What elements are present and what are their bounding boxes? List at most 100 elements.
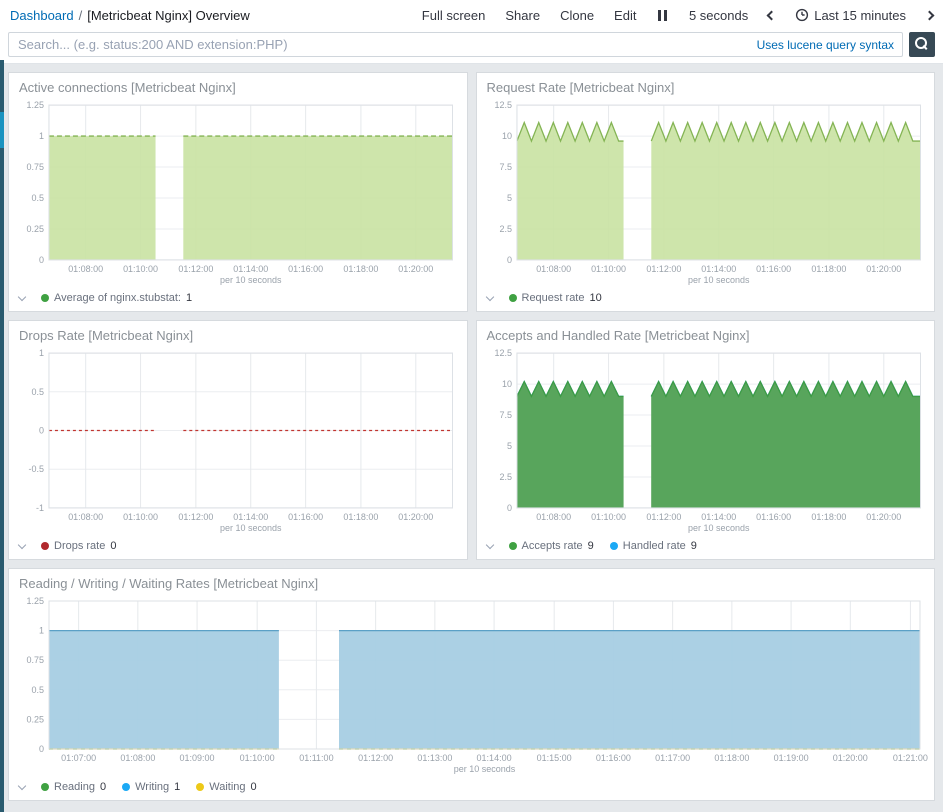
full-screen-button[interactable]: Full screen — [421, 7, 486, 23]
svg-text:01:10:00: 01:10:00 — [591, 512, 626, 522]
svg-text:01:20:00: 01:20:00 — [833, 753, 868, 763]
svg-text:12.5: 12.5 — [494, 100, 512, 110]
svg-text:2.5: 2.5 — [499, 472, 512, 482]
clone-button[interactable]: Clone — [560, 7, 595, 23]
svg-text:01:19:00: 01:19:00 — [774, 753, 809, 763]
svg-text:01:08:00: 01:08:00 — [68, 264, 103, 274]
breadcrumb-dashboard-link[interactable]: Dashboard — [10, 7, 74, 23]
legend-value: 0 — [110, 540, 117, 552]
svg-text:01:10:00: 01:10:00 — [123, 264, 158, 274]
svg-text:10: 10 — [501, 379, 511, 389]
legend-item[interactable]: Writing 1 — [122, 781, 180, 793]
search-input[interactable] — [8, 32, 903, 57]
svg-text:01:18:00: 01:18:00 — [811, 512, 846, 522]
panel-request-rate: Request Rate [Metricbeat Nginx] 0 2.5 5 7.5… — [475, 72, 935, 312]
svg-text:5: 5 — [506, 441, 511, 451]
svg-text:12.5: 12.5 — [494, 348, 512, 358]
svg-text:01:20:00: 01:20:00 — [398, 264, 433, 274]
legend-item[interactable]: Handled rate 9 — [609, 540, 697, 552]
drops-rate-chart[interactable]: -1 -0.5 0 0.5 1 01:08:00 01:10:00 01:12:00 01:14… — [9, 345, 467, 538]
legend-collapse-chevron-icon[interactable] — [17, 292, 27, 301]
svg-text:01:08:00: 01:08:00 — [120, 753, 155, 763]
legend-item[interactable]: Average of nginx.stubstat: 1 — [41, 292, 192, 304]
left-edge-accent — [0, 112, 4, 148]
legend-label: Average of nginx.stubstat: — [54, 292, 181, 304]
breadcrumb: Dashboard / [Metricbeat Nginx] Overview — [10, 8, 250, 23]
legend-value: 9 — [587, 540, 594, 552]
legend-value: 9 — [690, 540, 697, 552]
svg-text:0: 0 — [506, 503, 511, 513]
svg-text:01:20:00: 01:20:00 — [866, 264, 901, 274]
svg-text:7.5: 7.5 — [499, 410, 512, 420]
legend: Accepts rate 9 Handled rate 9 — [477, 538, 935, 559]
svg-text:01:12:00: 01:12:00 — [178, 512, 213, 522]
svg-text:01:15:00: 01:15:00 — [537, 753, 572, 763]
query-bar: Uses lucene query syntax — [0, 30, 943, 64]
svg-text:01:14:00: 01:14:00 — [477, 753, 512, 763]
svg-text:01:16:00: 01:16:00 — [596, 753, 631, 763]
time-range-picker[interactable]: Last 15 minutes — [795, 8, 906, 23]
reading-writing-waiting-chart[interactable]: 0 0.25 0.5 0.75 1 1.25 01:07:00 01:08:00 01:09:0… — [9, 593, 934, 779]
legend-value: 0 — [99, 781, 107, 793]
search-icon — [915, 37, 928, 50]
search-submit-button[interactable] — [909, 32, 935, 57]
legend-collapse-chevron-icon[interactable] — [485, 540, 494, 549]
svg-text:1: 1 — [39, 131, 44, 141]
active-connections-chart[interactable]: 0 0.25 0.5 0.75 1 1.25 01:08:00 01:10:00 01:12:0… — [9, 97, 467, 290]
svg-text:5: 5 — [506, 193, 511, 203]
legend-dot — [41, 783, 49, 791]
svg-text:01:17:00: 01:17:00 — [655, 753, 690, 763]
svg-text:per 10 seconds: per 10 seconds — [220, 523, 282, 533]
legend-dot — [609, 542, 618, 550]
svg-text:01:16:00: 01:16:00 — [288, 264, 323, 274]
request-rate-chart[interactable]: 0 2.5 5 7.5 10 12.5 01:08:00 01:10:00 01:12:00 01… — [477, 97, 935, 290]
legend-label: Reading — [54, 781, 95, 793]
lucene-syntax-link[interactable]: Uses lucene query syntax — [750, 37, 894, 52]
legend-collapse-chevron-icon[interactable] — [17, 540, 27, 549]
legend-item[interactable]: Request rate 10 — [508, 292, 602, 304]
legend-dot — [508, 294, 517, 302]
legend: Drops rate 0 — [9, 538, 467, 559]
svg-text:01:08:00: 01:08:00 — [536, 264, 571, 274]
svg-text:01:16:00: 01:16:00 — [288, 512, 323, 522]
panel-reading-writing-waiting: Reading / Writing / Waiting Rates [Metri… — [8, 568, 935, 801]
time-range-label: Last 15 minutes — [814, 7, 906, 23]
svg-text:0.75: 0.75 — [26, 162, 44, 172]
legend-collapse-chevron-icon[interactable] — [17, 781, 27, 790]
legend: Reading 0 Writing 1 Waiting 0 — [9, 779, 934, 800]
svg-text:per 10 seconds: per 10 seconds — [220, 275, 282, 285]
top-navigation-bar: Dashboard / [Metricbeat Nginx] Overview … — [0, 0, 943, 30]
svg-text:7.5: 7.5 — [499, 162, 512, 172]
svg-text:01:11:00: 01:11:00 — [299, 753, 333, 763]
legend-dot — [122, 783, 131, 791]
legend-item[interactable]: Drops rate 0 — [41, 540, 116, 552]
share-button[interactable]: Share — [505, 7, 541, 23]
pause-refresh-icon[interactable] — [656, 8, 669, 23]
svg-text:10: 10 — [501, 131, 511, 141]
panel-accepts-handled-rate: Accepts and Handled Rate [Metricbeat Ngi… — [475, 320, 935, 560]
legend-item[interactable]: Accepts rate 9 — [508, 540, 594, 552]
legend-collapse-chevron-icon[interactable] — [485, 292, 494, 301]
svg-text:01:10:00: 01:10:00 — [591, 264, 626, 274]
svg-text:per 10 seconds: per 10 seconds — [454, 764, 516, 774]
legend-item[interactable]: Reading 0 — [41, 781, 106, 793]
time-back-chevron-icon[interactable] — [766, 10, 777, 20]
svg-text:01:14:00: 01:14:00 — [233, 264, 268, 274]
svg-text:01:13:00: 01:13:00 — [417, 753, 452, 763]
legend-item[interactable]: Waiting 0 — [196, 781, 257, 793]
svg-text:01:14:00: 01:14:00 — [233, 512, 268, 522]
svg-text:per 10 seconds: per 10 seconds — [688, 275, 750, 285]
accepts-handled-chart[interactable]: 0 2.5 5 7.5 10 12.5 01:08:00 01:10:00 01:12:00 01… — [477, 345, 935, 538]
legend-dot — [41, 294, 49, 302]
svg-text:1.25: 1.25 — [26, 596, 44, 606]
svg-text:1: 1 — [39, 626, 44, 636]
time-forward-chevron-icon[interactable] — [924, 10, 935, 20]
svg-text:-1: -1 — [36, 503, 44, 513]
svg-text:0.25: 0.25 — [26, 714, 44, 724]
edit-button[interactable]: Edit — [614, 7, 637, 23]
left-edge-strip — [0, 60, 4, 812]
refresh-interval-button[interactable]: 5 seconds — [688, 7, 749, 23]
svg-text:0: 0 — [39, 744, 44, 754]
breadcrumb-separator: / — [78, 7, 83, 23]
